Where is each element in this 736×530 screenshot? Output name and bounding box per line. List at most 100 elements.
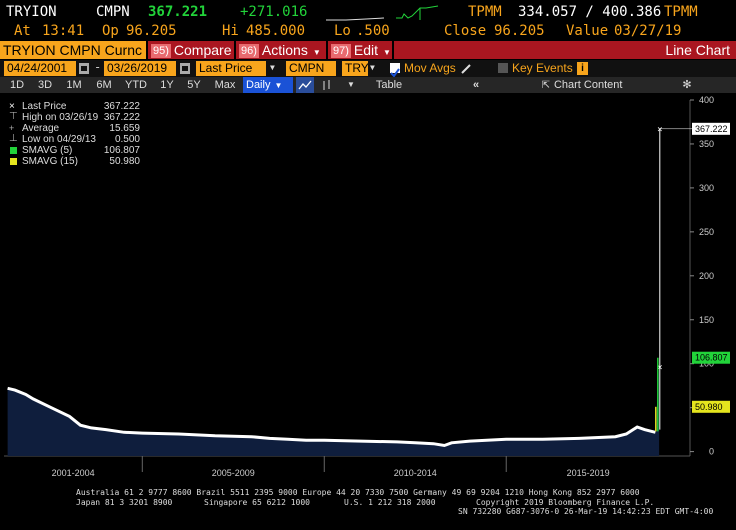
edit-menu[interactable]: 97) Edit ▼ (331, 41, 393, 59)
smavg15-tag (692, 400, 730, 413)
field-dropdown-icon[interactable]: ▼ (270, 63, 275, 72)
quote-time: 13:41 (42, 23, 85, 39)
compare-label: Compare (173, 42, 232, 58)
edit-dropdown-icon: ▼ (383, 48, 391, 57)
compare-menu[interactable]: 95) Compare (151, 41, 233, 59)
start-calendar-icon[interactable] (79, 63, 89, 74)
currency-field[interactable]: TRY (342, 61, 369, 76)
mov-avgs-checkbox[interactable] (390, 63, 400, 78)
bloomberg-footer: Australia 61 2 9777 8600 Brazil 5511 239… (0, 486, 736, 530)
collapse-left-icon[interactable]: « (472, 79, 480, 91)
tab-1d[interactable]: 1D (9, 79, 25, 91)
legend-label: Low on 04/29/13 (22, 134, 96, 145)
periodicity-dropdown-icon: ▼ (274, 81, 283, 90)
pricing-source: CMPN (96, 4, 130, 20)
y-tick-label: 150 (699, 315, 714, 325)
legend-value: 106.807 (103, 145, 140, 156)
legend-value: 367.222 (103, 101, 140, 112)
source-field[interactable]: CMPN (286, 61, 336, 76)
footer-contacts-singapore: Singapore 65 6212 1000 (204, 498, 310, 507)
low-marker-icon: ⊥ (9, 133, 18, 144)
quote-header: TRYION CMPN 367.221 +271.016 TPMM 334.05… (0, 0, 736, 44)
high-label: Hi (222, 23, 239, 39)
tab-3d[interactable]: 3D (37, 79, 53, 91)
tpmm-label-2: TPMM (664, 4, 698, 20)
value-label: Value (566, 23, 609, 39)
key-events-info-icon[interactable]: i (577, 62, 588, 75)
currency-dropdown-icon[interactable]: ▼ (370, 63, 375, 72)
start-date-field[interactable]: 04/24/2001 (4, 61, 76, 76)
open-label: Op (102, 23, 119, 39)
compare-hotkey: 95) (151, 44, 171, 58)
footer-contacts-line1: Australia 61 2 9777 8600 Brazil 5511 239… (76, 488, 640, 497)
actions-label: Actions (261, 42, 308, 58)
y-tick-label: 250 (699, 227, 714, 237)
chart-content-arrow-icon: ⇱ (541, 80, 550, 91)
mov-avgs-label: Mov Avgs (404, 61, 456, 75)
smavg5-swatch-icon (10, 147, 17, 154)
line-chart-icon[interactable] (296, 77, 314, 93)
function-menu-bar: TRYION CMPN Curnc 95) Compare 96) Actions ▼… (0, 41, 736, 59)
end-calendar-icon[interactable] (180, 63, 190, 74)
footer-contacts-japan: Japan 81 3 3201 8900 (76, 498, 173, 507)
bar-chart-icon[interactable] (318, 77, 336, 93)
intraday-sparkline (326, 17, 385, 21)
periodicity-label: Daily (246, 79, 271, 91)
price-area-fill (7, 367, 660, 456)
key-events-checkbox[interactable] (498, 63, 508, 73)
legend-high: ⊤ High on 03/26/19 367.222 (8, 111, 140, 123)
legend-label: SMAVG (5) (22, 145, 73, 156)
periodicity-select[interactable]: Daily ▼ (243, 77, 293, 93)
legend-low: ⊥ Low on 04/29/13 0.500 (8, 133, 140, 145)
footer-session-info: SN 732280 G687-3076-0 26-Mar-19 14:42:23… (458, 507, 714, 516)
x-period-label: 2010-2014 (394, 468, 437, 478)
end-date-field[interactable]: 03/26/2019 (104, 61, 176, 76)
security-text: TRYION CMPN Curnc (3, 42, 142, 58)
x-period-label: 2015-2019 (567, 468, 610, 478)
tab-max[interactable]: Max (214, 79, 236, 91)
footer-contacts-us: U.S. 1 212 318 2000 (344, 498, 436, 507)
legend-average: + Average 15.659 (8, 123, 140, 134)
chart-content-button[interactable]: ⇱ Chart Content (524, 77, 640, 93)
line-chart[interactable]: 050100150200250300350400××367.222106.807… (0, 94, 736, 486)
tab-1m[interactable]: 1M (66, 79, 82, 91)
security-field[interactable]: TRYION CMPN Curnc (0, 41, 146, 59)
tab-1y[interactable]: 1Y (160, 79, 174, 91)
chart-parameters-bar: 04/24/2001 - 03/26/2019 Last Price ▼ CMP… (0, 60, 736, 78)
pencil-icon[interactable] (460, 63, 472, 75)
at-label: At (14, 23, 31, 39)
edit-hotkey: 97) (331, 44, 351, 58)
y-tick-label: 300 (699, 183, 714, 193)
legend-smavg-15: SMAVG (15) 50.980 (8, 156, 140, 167)
ticker: TRYION (6, 4, 57, 20)
legend-label: SMAVG (15) (22, 156, 78, 167)
chart-legend: × Last Price 367.222 ⊤ High on 03/26/19 36… (8, 101, 140, 175)
legend-label: High on 03/26/19 (22, 112, 99, 123)
date-separator: - (94, 60, 102, 74)
tab-6m[interactable]: 6M (96, 79, 112, 91)
x-period-label: 2001-2004 (52, 468, 95, 478)
high-marker-icon: ⊤ (9, 111, 18, 122)
legend-label: Average (22, 123, 60, 134)
smavg5-tag-label: 106.807 (695, 353, 728, 363)
previous-price-marker: × (657, 363, 662, 373)
y-tick-label: 0 (709, 447, 714, 457)
range-tab-bar: 1D 3D 1M 6M YTD 1Y 5Y Max Daily ▼ ▼ Table… (0, 77, 736, 93)
table-button[interactable]: Table (375, 79, 403, 91)
x-period-label: 2005-2009 (212, 468, 255, 478)
y-tick-label: 400 (699, 95, 714, 105)
actions-dropdown-icon: ▼ (312, 48, 321, 57)
actions-menu[interactable]: 96) Actions ▼ (239, 41, 327, 59)
field-select[interactable]: Last Price (196, 61, 266, 76)
tab-ytd[interactable]: YTD (125, 79, 147, 91)
settings-gear-icon[interactable]: ✻ (682, 79, 692, 91)
chart-type-dropdown-icon[interactable]: ▼ (347, 80, 355, 89)
last-price: 367.221 (148, 4, 208, 20)
smavg5-tag (692, 351, 730, 364)
smavg15-tag-label: 50.980 (695, 402, 723, 412)
y-tick-label: 350 (699, 139, 714, 149)
legend-value: 0.500 (114, 134, 140, 145)
actions-hotkey: 96) (239, 44, 259, 58)
legend-value: 50.980 (109, 156, 140, 167)
tab-5y[interactable]: 5Y (187, 79, 201, 91)
